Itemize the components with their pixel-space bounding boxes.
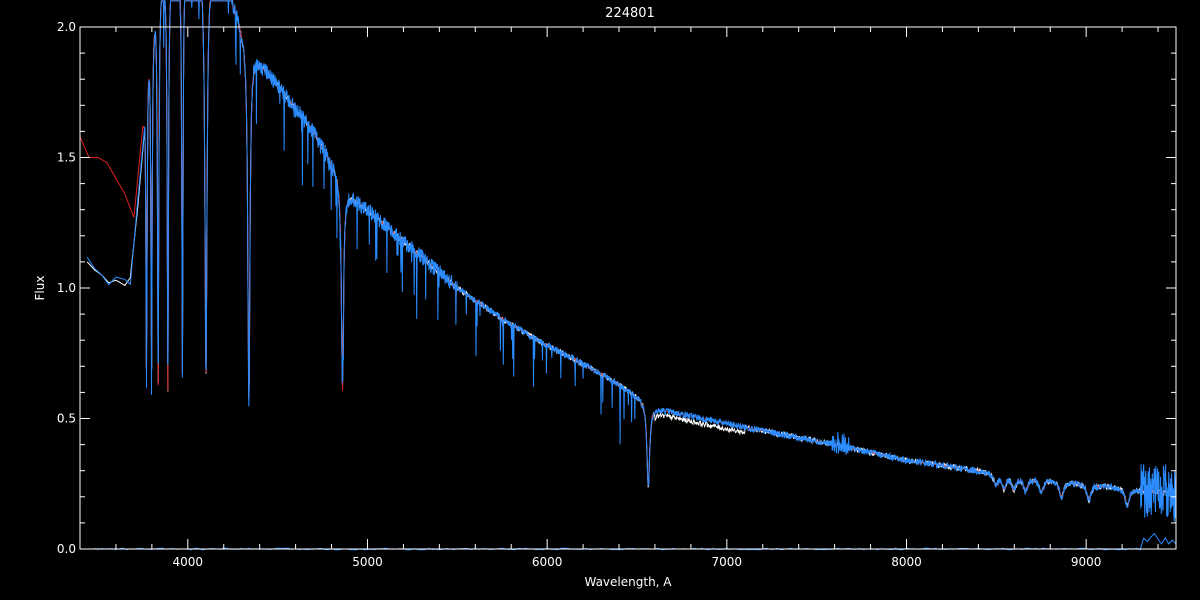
- x-tick-label: 8000: [891, 555, 922, 569]
- chart-title: 224801: [605, 6, 655, 21]
- x-tick-label: 7000: [712, 555, 743, 569]
- x-tick-label: 9000: [1071, 555, 1102, 569]
- y-axis: 0.0 0.5 1.0 1.5 2.0: [57, 20, 1176, 556]
- y-tick-label: 1.5: [57, 151, 76, 165]
- x-tick-label: 4000: [173, 555, 204, 569]
- x-axis-label: Wavelength, A: [584, 575, 672, 589]
- x-tick-label: 6000: [532, 555, 563, 569]
- fitted-spectrum-line: [86, 0, 1177, 522]
- y-tick-label: 0.5: [57, 412, 76, 426]
- x-tick-label: 5000: [352, 555, 383, 569]
- x-axis: 4000 5000 6000 7000 8000 9000: [79, 27, 1159, 569]
- y-tick-label: 1.0: [57, 281, 76, 295]
- y-tick-label: 2.0: [57, 20, 76, 34]
- y-tick-label: 0.0: [57, 542, 76, 556]
- y-axis-label: Flux: [33, 276, 47, 301]
